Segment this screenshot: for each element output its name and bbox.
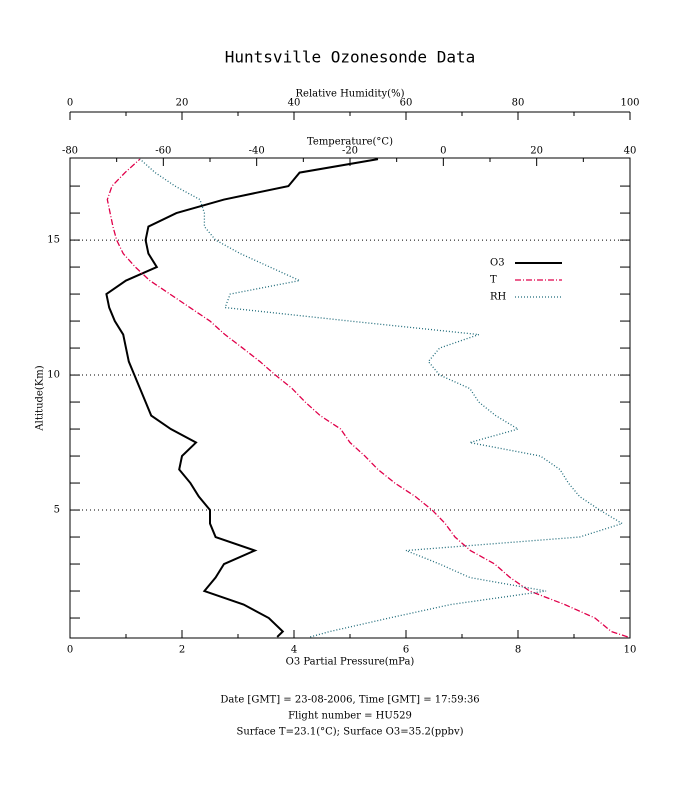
x-axis-label: O3 Partial Pressure(mPa) — [286, 657, 415, 668]
footer-line: Date [GMT] = 23-08-2006, Time [GMT] = 17… — [220, 695, 479, 706]
x2ticks-label: 0 — [440, 146, 446, 157]
x3ticks-label: 60 — [400, 98, 413, 109]
x2-axis-label: Temperature(°C) — [307, 137, 393, 148]
legend-label: RH — [490, 292, 507, 303]
legend-label: T — [490, 275, 497, 286]
x2ticks-label: -60 — [155, 146, 171, 157]
x3-axis-label: Relative Humidity(%) — [296, 89, 405, 100]
x3ticks-label: 20 — [176, 98, 189, 109]
x2ticks-label: -20 — [342, 146, 358, 157]
xticks-label: 10 — [624, 645, 637, 656]
xticks-label: 6 — [403, 645, 409, 656]
footer-line: Surface T=23.1(°C); Surface O3=35.2(ppbv… — [236, 727, 463, 738]
plot-frame — [69, 157, 631, 639]
x3ticks-label: 40 — [288, 98, 301, 109]
series-line — [139, 158, 624, 638]
chart-title: Huntsville Ozonesonde Data — [225, 48, 475, 67]
y-tick-label: 15 — [47, 235, 60, 246]
series-line — [106, 158, 628, 638]
xticks-label: 0 — [67, 645, 73, 656]
xticks-label: 4 — [291, 645, 297, 656]
xticks-label: 2 — [179, 645, 185, 656]
x2ticks-label: -80 — [62, 146, 78, 157]
y-axis-label: Altitude(Km) — [35, 365, 46, 431]
x3ticks-label: 80 — [512, 98, 525, 109]
x3ticks-label: 0 — [67, 98, 73, 109]
y-tick-label: 5 — [54, 505, 60, 516]
footer-line: Flight number = HU529 — [288, 711, 412, 722]
x3ticks-label: 100 — [620, 98, 639, 109]
y-tick-label: 10 — [47, 370, 60, 381]
x2ticks-label: 20 — [530, 146, 543, 157]
x2ticks-label: -40 — [249, 146, 265, 157]
series-line — [105, 158, 379, 638]
legend-label: O3 — [490, 258, 505, 269]
x2ticks-label: 40 — [624, 146, 637, 157]
xticks-label: 8 — [515, 645, 521, 656]
